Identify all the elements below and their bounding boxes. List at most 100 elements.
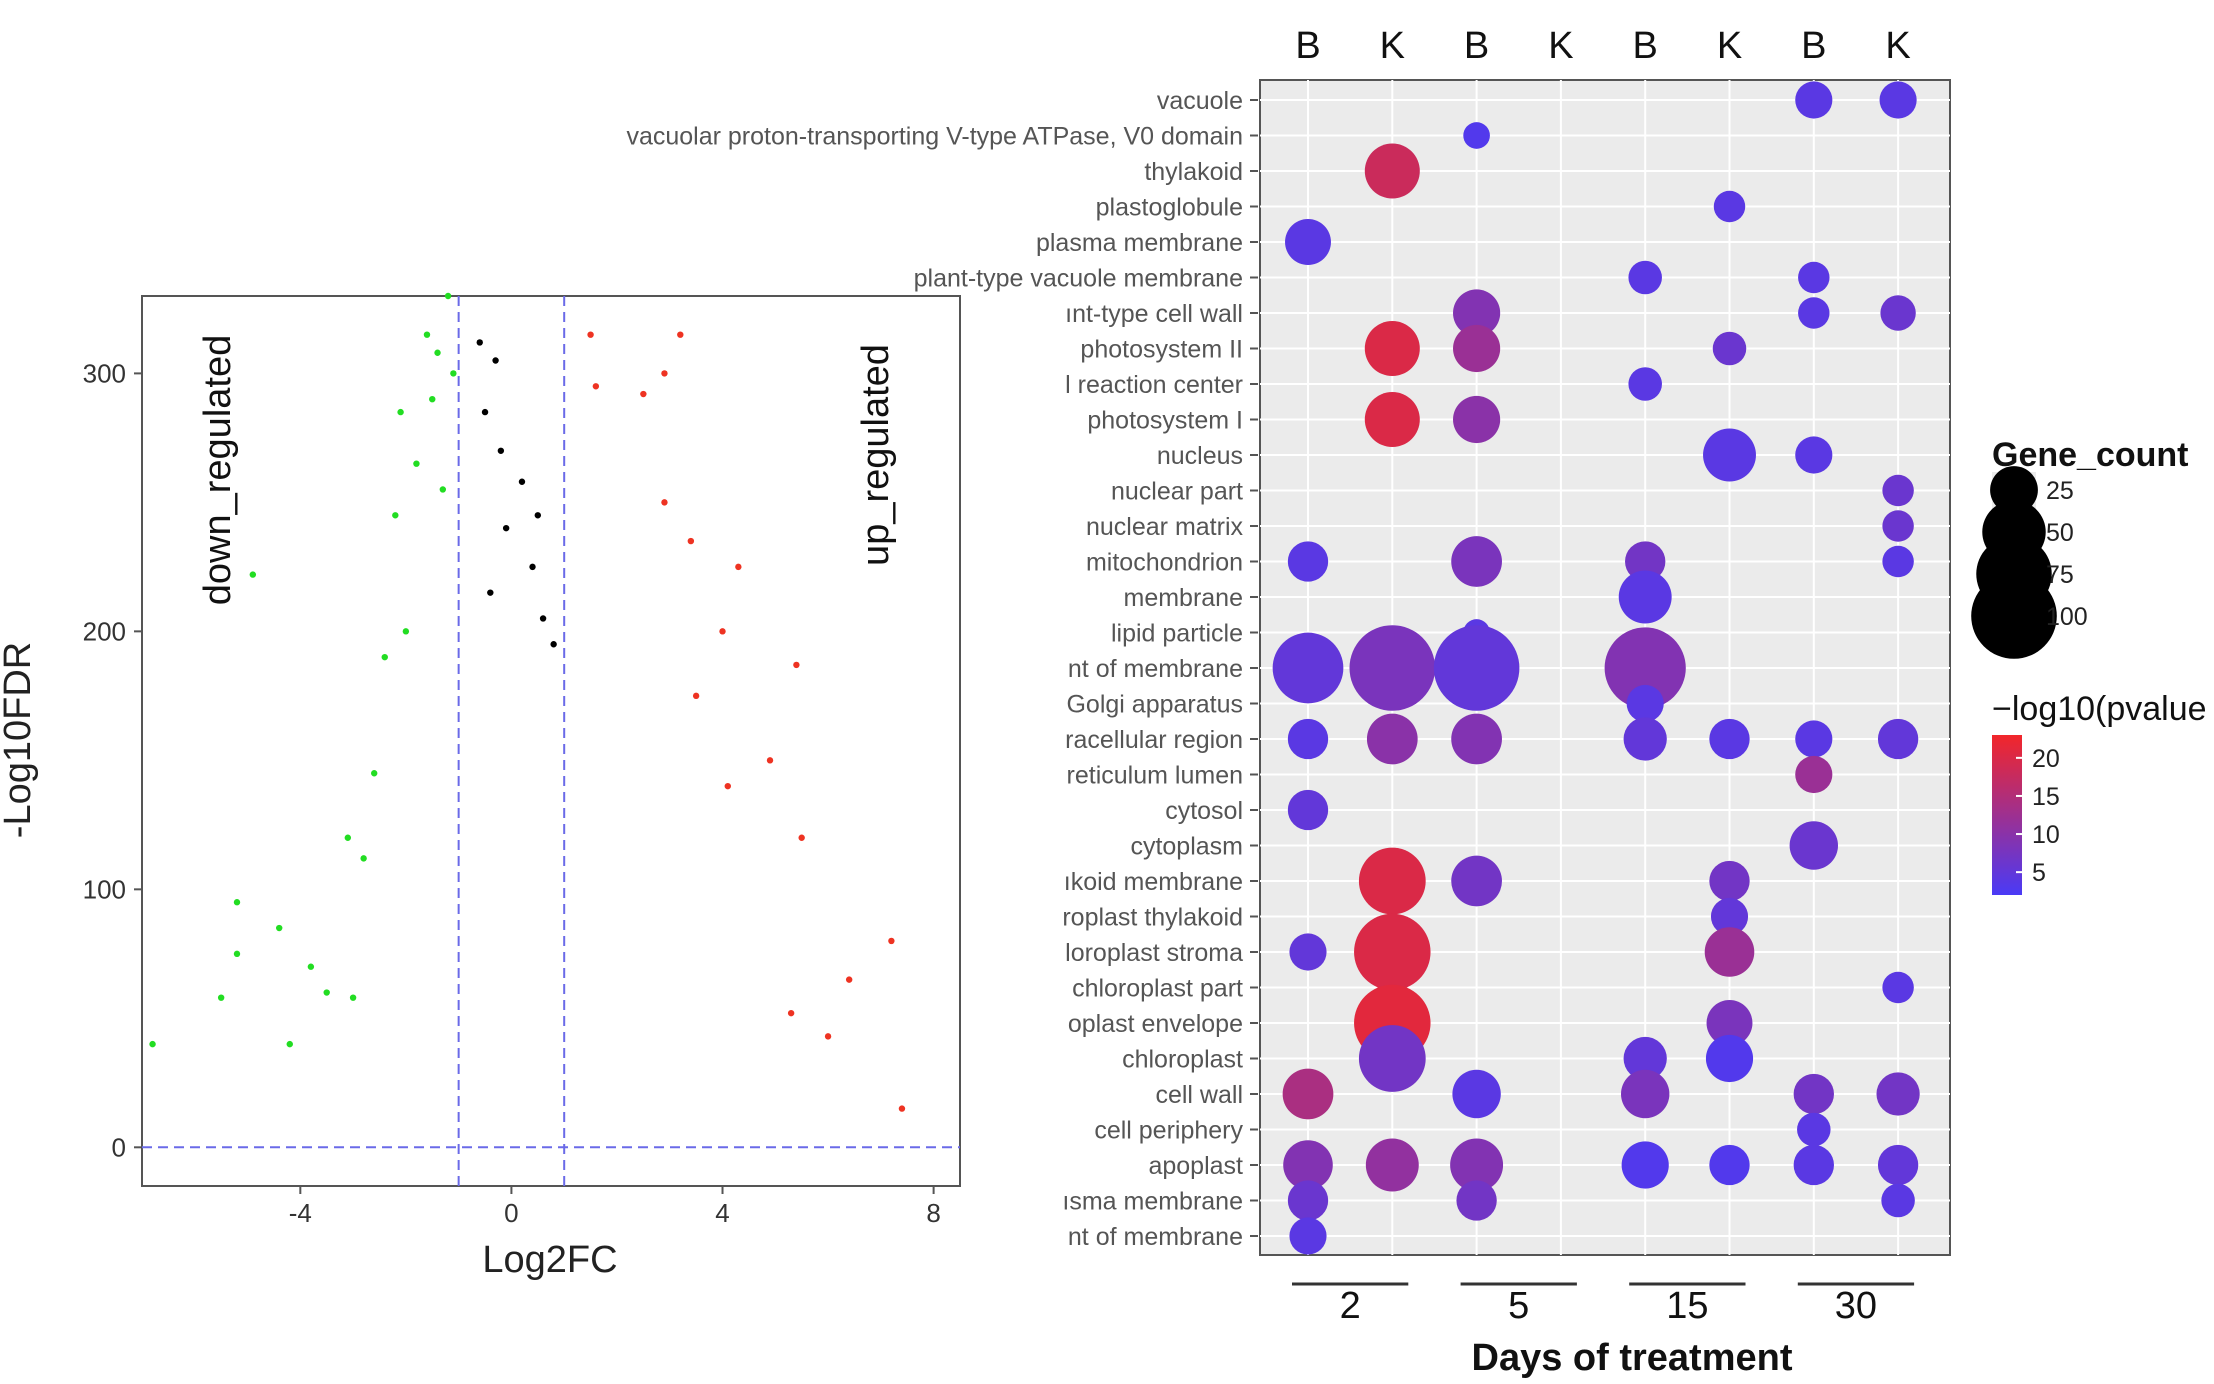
size-legend-label: 100 (2046, 603, 2088, 631)
dot-plot-point (1463, 122, 1490, 149)
volcano-point-down (371, 770, 378, 777)
dot-plot-point (1882, 510, 1914, 542)
volcano-point-up (766, 757, 774, 764)
dot-plot-point (1358, 1025, 1426, 1092)
category-label: nt of membrane (1068, 655, 1243, 683)
dot-plot-point (1709, 860, 1750, 902)
volcano-point-ns (502, 524, 510, 532)
color-legend-label: 5 (2032, 859, 2046, 887)
dot-plot-point (1365, 1138, 1419, 1192)
category-label: cytosol (1165, 797, 1243, 825)
dot-plot-point (1289, 933, 1327, 971)
dot-plot-point (1880, 295, 1916, 331)
category-label: thylakoid (1144, 158, 1243, 186)
dot-plot-point (1877, 1144, 1919, 1186)
volcano-point-up (787, 1009, 795, 1017)
dot-plot-point (1795, 436, 1833, 474)
size-legend-label: 50 (2046, 519, 2074, 547)
dot-plot-point (1287, 541, 1329, 582)
day-group-label: 5 (1508, 1285, 1529, 1327)
volcano-point-down (286, 1040, 293, 1048)
volcano-point-down (217, 994, 225, 1001)
category-label: cell periphery (1094, 1117, 1243, 1145)
category-label: chloroplast (1122, 1046, 1243, 1074)
volcano-plot-area (141, 295, 961, 1187)
volcano-point-up (692, 692, 700, 700)
volcano-point-down (344, 834, 352, 841)
dot-plot-point (1793, 1073, 1834, 1115)
category-label: photosystem II (1080, 336, 1243, 364)
dot-plot-point (1272, 632, 1344, 704)
dot-plot-point (1793, 1144, 1834, 1186)
volcano-point-up (640, 390, 647, 398)
volcano-point-up (798, 834, 805, 841)
category-label: reticulum lumen (1067, 762, 1243, 790)
volcano-y-tick-label: 300 (83, 358, 126, 388)
dot-plot-point (1797, 1112, 1831, 1147)
dot-plot: vacuole vacuolar proton-transporting V-ty… (626, 25, 1951, 1379)
dot-plot-point (1452, 1069, 1501, 1119)
dot-plot-point (1882, 545, 1914, 578)
category-label: cell wall (1155, 1081, 1243, 1109)
category-label: nt of membrane (1068, 1223, 1243, 1251)
volcano-point-down (444, 292, 452, 300)
size-legend-dot (1971, 573, 2057, 659)
dot-plot-point (1621, 1141, 1669, 1189)
volcano-point-ns (550, 641, 557, 648)
size-legend-label: 75 (2046, 561, 2074, 589)
volcano-point-up (898, 1105, 906, 1112)
volcano-point-down (392, 512, 399, 519)
day-group-label: 15 (1666, 1285, 1708, 1327)
category-label: Golgi apparatus (1066, 691, 1243, 719)
category-label: l reaction center (1065, 371, 1243, 399)
column-label: B (1295, 25, 1320, 67)
volcano-point-down (323, 989, 330, 996)
category-label: plant-type vacuole membrane (914, 265, 1243, 293)
category-label: apoplast (1148, 1152, 1243, 1180)
dot-plot-point (1879, 81, 1917, 119)
volcano-y-tick-label: 0 (112, 1132, 126, 1162)
dot-plot-point (1795, 755, 1833, 794)
volcano-y-tick-label: 100 (83, 874, 126, 904)
volcano-x-tick-label: 0 (504, 1198, 518, 1228)
volcano-points (149, 292, 906, 1112)
volcano-point-down (450, 370, 457, 377)
volcano-point-down (233, 950, 241, 958)
column-label: B (1633, 25, 1658, 67)
volcano-point-down (423, 331, 431, 338)
category-label: plastoglobule (1096, 194, 1243, 222)
volcano-plot: -4 0 4 8 0 100 200 300 Log2FC -Log10FDR down_r… (0, 292, 961, 1281)
dot-plot-point (1453, 395, 1501, 444)
down-regulated-label: down_regulated (197, 335, 239, 605)
category-label: photosystem I (1087, 407, 1243, 435)
column-label: B (1801, 25, 1826, 67)
category-label: ısma membrane (1062, 1188, 1243, 1216)
volcano-y-ticks: 0 100 200 300 (83, 358, 142, 1162)
dot-plot-point (1882, 474, 1914, 507)
dot-plot-points (1272, 81, 1920, 1255)
volcano-point-ns (492, 357, 499, 364)
column-label: K (1548, 25, 1573, 67)
dot-plot-point (1705, 1034, 1754, 1083)
volcano-point-up (587, 331, 594, 338)
dot-plot-point (1623, 1036, 1667, 1081)
category-label: ınt-type cell wall (1065, 300, 1243, 328)
dot-plot-point (1795, 720, 1833, 758)
volcano-point-up (677, 331, 684, 338)
column-label: K (1885, 25, 1910, 67)
dot-plot-point (1618, 570, 1672, 624)
dot-plot-point (1450, 1138, 1504, 1192)
dot-plot-point (1451, 536, 1502, 587)
dot-plot-point (1285, 219, 1331, 265)
volcano-point-down (381, 653, 388, 661)
volcano-point-down (249, 571, 257, 578)
volcano-point-down (149, 1040, 156, 1048)
dot-plot-point (1626, 684, 1664, 723)
volcano-x-ticks: -4 0 4 8 (289, 1186, 941, 1228)
dot-plot-point (1882, 971, 1914, 1004)
volcano-point-up (845, 976, 853, 983)
dot-plot-point (1453, 289, 1501, 337)
volcano-point-up (687, 537, 695, 545)
